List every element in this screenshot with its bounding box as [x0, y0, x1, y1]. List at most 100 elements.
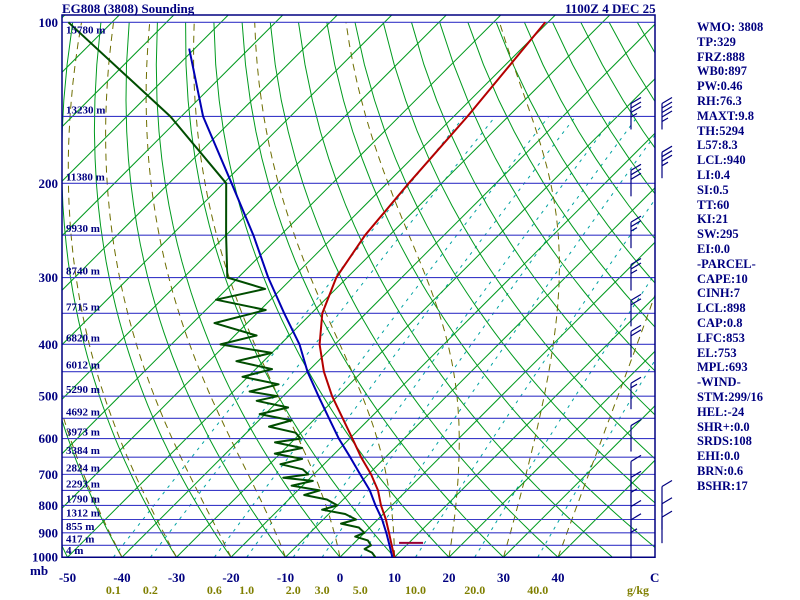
wind-barb: [630, 258, 642, 291]
axis-label: 5290 m: [66, 384, 100, 396]
axis-label: 700: [39, 467, 59, 482]
axis-label: 900: [39, 525, 59, 540]
dry-adiabat-grid: [62, 22, 655, 558]
axis-label: 4692 m: [66, 406, 100, 418]
chart-border: [61, 14, 656, 559]
wind-barb: [630, 419, 642, 452]
axis-label: 600: [39, 431, 59, 446]
index-line: EI:0.0: [697, 241, 730, 256]
temperature-trace: [318, 21, 547, 558]
index-line: CAPE:10: [697, 271, 748, 286]
index-line: FRZ:888: [697, 49, 745, 64]
wind-barb: [661, 510, 673, 544]
axis-label: 855 m: [66, 521, 94, 533]
index-line: LCL:898: [697, 301, 746, 316]
axis-label: 3384 m: [66, 445, 100, 457]
axis-label: 20: [443, 570, 456, 585]
index-line: LI:0.4: [697, 167, 730, 182]
axis-label: 40.0: [527, 583, 548, 597]
moist-adiabat-grid: [62, 22, 655, 558]
index-line: MPL:693: [697, 360, 748, 375]
axis-label: 3973 m: [66, 427, 100, 439]
index-line: LFC:853: [697, 330, 745, 345]
temp-axis-labels: -50 -40 -30 -20 -10 0 10 20 30 40 C: [59, 570, 660, 585]
axis-label: 1000: [32, 550, 58, 565]
index-line: RH:76.3: [697, 93, 742, 108]
axis-label: 1790 m: [66, 493, 100, 505]
wind-barb: [661, 480, 673, 513]
axis-label: 1312 m: [66, 507, 100, 519]
index-line: LCL:940: [697, 153, 746, 168]
axis-label: C: [650, 570, 659, 585]
index-line: PW:0.46: [697, 79, 743, 94]
index-line: L57:8.3: [697, 138, 738, 153]
axis-label: -50: [59, 570, 76, 585]
wind-barb: [630, 376, 642, 410]
axis-label: 5.0: [353, 583, 368, 597]
mixing-ratio-labels: 0.1 0.2 0.6 1.0 2.0 3.0 5.0 10.0 20.0 40.0 g/kg: [106, 583, 649, 597]
axis-label: 11380 m: [66, 171, 105, 183]
index-line: -WIND-: [697, 375, 741, 390]
axis-label: g/kg: [627, 583, 649, 597]
wetbulb-trace: [188, 48, 394, 558]
isotherm-grid: [62, 15, 655, 558]
axis-label: 2.0: [286, 583, 301, 597]
axis-label: -20: [222, 570, 239, 585]
wind-barb: [630, 215, 642, 249]
axis-label: 0.1: [106, 583, 121, 597]
wind-barb: [630, 96, 642, 130]
index-line: CAP:0.8: [697, 315, 743, 330]
index-line: TP:329: [697, 34, 736, 49]
page-title: EG808 (3808) Sounding: [62, 1, 195, 16]
axis-label: 10: [388, 570, 401, 585]
index-line: SW:295: [697, 227, 739, 242]
index-line: CINH:7: [697, 286, 741, 301]
axis-label: 9930 m: [66, 223, 100, 235]
axis-label: -10: [277, 570, 294, 585]
axis-label: 6012 m: [66, 360, 100, 372]
axis-label: 0.6: [207, 583, 222, 597]
axis-label: -40: [113, 570, 130, 585]
index-line: HEL:-24: [697, 404, 745, 419]
wind-barb: [630, 293, 642, 327]
wind-barb: [661, 145, 673, 179]
axis-label: 100: [39, 15, 59, 30]
axis-label: 13230 m: [66, 104, 105, 116]
index-line: BSHR:17: [697, 478, 748, 493]
index-line: BRN:0.6: [697, 463, 744, 478]
dewpoint-trace: [67, 21, 377, 558]
axis-label: 30: [497, 570, 510, 585]
axis-label: 0: [337, 570, 344, 585]
axis-label: 6820 m: [66, 332, 100, 344]
index-line: TH:5294: [697, 123, 745, 138]
axis-label: 417 m: [66, 533, 94, 545]
axis-label: 8740 m: [66, 266, 100, 278]
axis-label: 1.0: [239, 583, 254, 597]
height-labels: 15780 m 13230 m 11380 m 9930 m 8740 m 7715 m 6…: [66, 24, 105, 557]
axis-label: 0.2: [143, 583, 158, 597]
isobar-grid: [62, 21, 655, 558]
wind-barb: [661, 96, 673, 130]
wind-barb: [630, 163, 642, 197]
axis-label: 300: [39, 270, 59, 285]
axis-label: 200: [39, 176, 59, 191]
index-line: EL:753: [697, 345, 737, 360]
wind-barb: [630, 528, 638, 559]
index-line: EHI:0.0: [697, 449, 740, 464]
axis-label: 3.0: [315, 583, 330, 597]
axis-label: mb: [30, 563, 48, 578]
index-line: WMO: 3808: [697, 20, 764, 34]
axis-label: 400: [39, 337, 59, 352]
axis-label: 10.0: [405, 583, 426, 597]
axis-label: 15780 m: [66, 24, 105, 36]
axis-label: 500: [39, 389, 59, 404]
index-line: MAXT:9.8: [697, 108, 755, 123]
axis-label: 800: [39, 498, 59, 513]
index-line: STM:299/16: [697, 389, 763, 404]
index-line: -PARCEL-: [697, 256, 756, 271]
axis-label: 2824 m: [66, 462, 100, 474]
index-line: TT:60: [697, 197, 730, 212]
